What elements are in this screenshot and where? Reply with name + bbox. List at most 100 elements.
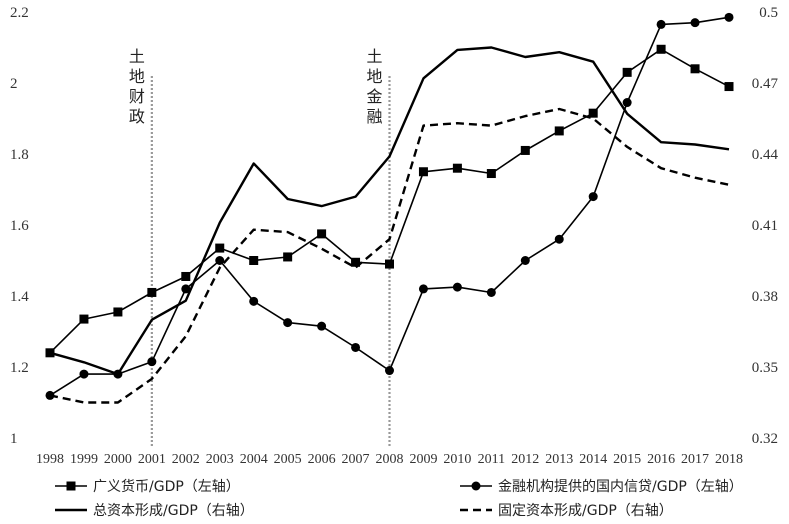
- data-point-circle: [283, 318, 293, 328]
- legend-marker-circle: [471, 481, 481, 491]
- data-point-circle: [486, 287, 496, 297]
- data-point-square: [554, 126, 564, 136]
- data-point-square: [79, 314, 89, 324]
- x-tick-label: 2018: [715, 452, 743, 467]
- data-point-circle: [724, 12, 734, 22]
- data-point-square: [622, 67, 632, 77]
- data-point-square: [351, 257, 361, 267]
- series-line: [49, 46, 730, 376]
- data-point-square: [656, 44, 666, 54]
- x-tick-label: 2005: [274, 452, 302, 467]
- annotation-char: 地: [129, 67, 145, 86]
- x-tick-label: 2017: [681, 452, 709, 467]
- x-tick-label: 2014: [579, 452, 607, 467]
- y-right-tick-label: 0.44: [752, 147, 779, 163]
- data-point-circle: [317, 321, 327, 331]
- x-axis: 1998 1999 2000 2001 2002 2003 2004 2005 2006 2007…: [36, 452, 743, 467]
- x-tick-label: 1998: [36, 452, 64, 467]
- x-tick-label: 2007: [342, 452, 370, 467]
- legend-label: 固定资本形成/GDP（右轴）: [498, 503, 673, 519]
- data-point-circle: [147, 357, 157, 367]
- series-3: [49, 107, 730, 404]
- legend-label: 金融机构提供的国内信贷/GDP（左轴）: [498, 479, 743, 495]
- data-point-circle: [249, 296, 259, 306]
- y-left-tick-label: 2.2: [10, 5, 29, 21]
- data-point-circle: [351, 342, 361, 352]
- x-tick-label: 2000: [104, 452, 132, 467]
- data-point-circle: [418, 284, 428, 294]
- y-left-tick-label: 1.8: [10, 147, 29, 163]
- legend-item: 固定资本形成/GDP（右轴）: [460, 503, 673, 519]
- data-point-circle: [554, 234, 564, 244]
- data-point-square: [520, 145, 530, 155]
- annotation-char: 财: [129, 87, 145, 106]
- legend-item: 广义货币/GDP（左轴）: [55, 478, 240, 495]
- legend-item: 总资本形成/GDP（右轴）: [55, 503, 254, 519]
- data-point-square: [147, 287, 157, 297]
- data-point-square: [249, 256, 259, 265]
- left-axis: 1 1.2 1.4 1.6 1.8 2 2.2: [10, 5, 29, 447]
- data-point-square: [690, 64, 700, 74]
- series-2: [49, 46, 730, 376]
- data-point-circle: [452, 282, 462, 292]
- x-tick-label: 2011: [478, 452, 505, 467]
- x-tick-label: 2012: [511, 452, 539, 467]
- data-point-circle: [79, 369, 89, 379]
- data-point-square: [113, 307, 123, 317]
- data-point-square: [724, 82, 734, 92]
- annotation-char: 土: [366, 47, 382, 66]
- x-tick-label: 2003: [206, 452, 234, 467]
- x-tick-label: 2006: [308, 452, 336, 467]
- y-right-tick-label: 0.5: [759, 5, 778, 21]
- x-tick-label: 2002: [172, 452, 200, 467]
- data-point-circle: [181, 284, 191, 294]
- data-point-square: [452, 163, 462, 173]
- series-layer: [45, 12, 734, 404]
- data-point-circle: [690, 18, 700, 28]
- annotation-char: 政: [129, 107, 145, 126]
- data-point-circle: [656, 19, 666, 29]
- x-tick-label: 2004: [240, 452, 268, 467]
- data-point-square: [317, 229, 327, 239]
- x-tick-label: 2009: [409, 452, 437, 467]
- x-tick-label: 2001: [138, 452, 166, 467]
- y-right-tick-label: 0.35: [752, 360, 778, 376]
- x-tick-label: 2015: [613, 452, 641, 467]
- data-point-circle: [622, 98, 632, 108]
- y-left-tick-label: 1.2: [10, 360, 29, 376]
- legend-item: 金融机构提供的国内信贷/GDP（左轴）: [460, 479, 743, 495]
- y-right-tick-label: 0.47: [752, 76, 779, 92]
- x-tick-label: 2013: [545, 452, 573, 467]
- data-point-square: [418, 167, 428, 177]
- legend-label: 广义货币/GDP（左轴）: [93, 478, 240, 495]
- annotation-char: 金: [366, 87, 382, 106]
- data-point-square: [588, 108, 598, 118]
- data-point-square: [486, 169, 496, 179]
- annotation-char: 土: [129, 47, 145, 66]
- legend: 广义货币/GDP（左轴） 金融机构提供的国内信贷/GDP（左轴） 总资本形成/GDP…: [55, 478, 743, 519]
- data-point-square: [385, 259, 394, 269]
- data-point-square: [181, 271, 191, 281]
- y-right-tick-label: 0.38: [752, 289, 778, 305]
- data-point-circle: [215, 256, 225, 265]
- legend-marker-square: [66, 481, 76, 491]
- data-point-circle: [385, 366, 394, 376]
- series-line: [49, 107, 730, 404]
- x-tick-label: 2010: [443, 452, 471, 467]
- data-point-circle: [588, 192, 598, 202]
- y-left-tick-label: 2: [10, 76, 18, 92]
- annotation-char: 融: [366, 107, 382, 126]
- y-right-tick-label: 0.32: [752, 431, 778, 447]
- data-point-square: [215, 243, 225, 253]
- y-left-tick-label: 1: [10, 431, 18, 447]
- y-left-tick-label: 1.6: [10, 218, 29, 234]
- right-axis: 0.32 0.35 0.38 0.41 0.44 0.47 0.5: [752, 5, 779, 447]
- legend-label: 总资本形成/GDP（右轴）: [93, 503, 254, 519]
- y-right-tick-label: 0.41: [752, 218, 778, 234]
- data-point-square: [283, 252, 293, 262]
- x-tick-label: 2016: [647, 452, 675, 467]
- x-tick-label: 2008: [376, 452, 404, 467]
- y-left-tick-label: 1.4: [10, 289, 29, 305]
